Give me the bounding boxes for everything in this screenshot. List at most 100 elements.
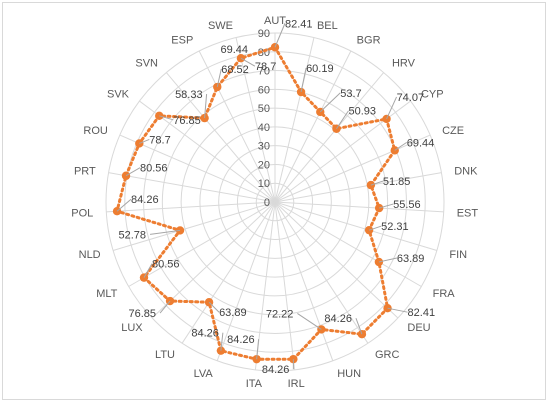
data-label: 52.31 [381, 221, 409, 233]
data-label: 50.93 [348, 106, 376, 118]
category-label: BGR [357, 34, 381, 46]
grid-ring [124, 51, 426, 353]
data-label: 84.26 [324, 313, 352, 325]
grid-ring [105, 32, 445, 372]
spoke-line [198, 50, 276, 203]
leader-line [394, 141, 408, 151]
data-label: 58.33 [175, 89, 203, 101]
spoke-line [274, 201, 444, 213]
data-label: 63.89 [397, 253, 425, 265]
leader-line [386, 96, 398, 120]
leader-line [300, 67, 307, 93]
category-label: EST [457, 208, 479, 220]
spoke-line [274, 172, 442, 203]
data-label: 55.56 [393, 199, 421, 211]
category-label: LVA [194, 368, 214, 380]
radial-tick-label: 0 [264, 197, 270, 209]
spoke-line [274, 201, 369, 344]
category-label: LUX [121, 322, 143, 334]
spoke-line [274, 201, 438, 251]
data-label: 84.26 [227, 334, 255, 346]
spoke-line [274, 50, 352, 203]
category-label: SVN [135, 58, 158, 70]
leader-line [387, 307, 408, 313]
leader-line [204, 94, 208, 119]
spoke-line [128, 201, 276, 287]
leader-line [208, 301, 220, 313]
data-label: 68.52 [221, 64, 249, 76]
leader-line [355, 318, 363, 335]
category-label: FRA [433, 288, 456, 300]
data-label: 69.44 [220, 44, 248, 56]
radial-tick-label: 90 [258, 28, 270, 40]
category-label: DEU [407, 322, 430, 334]
spoke-line [274, 201, 422, 287]
leader-line [143, 263, 153, 278]
grid-ring [255, 182, 295, 222]
radial-tick-label: 50 [258, 103, 270, 115]
data-label: 76.85 [173, 115, 201, 127]
spoke-line [274, 201, 296, 370]
leader-line [378, 257, 398, 263]
leader-line [297, 313, 322, 330]
leader-line [159, 115, 174, 121]
grid-ring [218, 145, 332, 259]
category-label: SVK [107, 88, 130, 100]
leader-line [216, 68, 222, 88]
category-label: MLT [96, 288, 117, 300]
category-label: LTU [155, 349, 175, 361]
data-label: 84.26 [191, 328, 219, 340]
radial-tick-label: 30 [258, 141, 270, 153]
leader-line [368, 225, 382, 231]
spoke-line [216, 201, 276, 361]
category-label: IRL [288, 378, 305, 390]
category-label: HUN [337, 368, 361, 380]
category-label: GRC [375, 349, 400, 361]
data-label: 78.7 [255, 61, 276, 73]
data-label: 76.85 [129, 308, 157, 320]
data-label: 84.26 [262, 364, 290, 376]
data-label: 82.41 [285, 18, 313, 30]
leader-line [240, 57, 256, 67]
grid-ring [143, 70, 407, 334]
leader-line [256, 339, 260, 360]
category-label: AUT [264, 15, 286, 27]
data-label: 72.22 [266, 308, 294, 320]
radial-tick-label: 40 [258, 122, 270, 134]
radial-tick-label: 20 [258, 159, 270, 171]
category-label: CYP [421, 88, 444, 100]
series-line [115, 45, 397, 361]
grid-ring [199, 126, 351, 278]
category-label: PRT [74, 165, 96, 177]
leader-line [319, 92, 341, 113]
category-label: ESP [171, 34, 193, 46]
grid-ring [180, 107, 370, 297]
data-label: 84.26 [131, 194, 159, 206]
leader-line [370, 180, 384, 186]
category-label: NLD [79, 249, 101, 261]
leader-line [274, 23, 286, 48]
category-label: ITA [246, 378, 263, 390]
spoke-line [235, 37, 276, 203]
leader-line [125, 167, 141, 177]
spoke-line [274, 37, 315, 203]
category-label: POL [71, 208, 93, 220]
data-label: 52.78 [119, 229, 147, 241]
radial-tick-label: 10 [258, 178, 270, 190]
spoke-line [108, 172, 276, 203]
leader-line [116, 198, 132, 212]
data-label: 80.56 [140, 163, 168, 175]
data-point [382, 114, 391, 124]
radial-tick-label: 60 [258, 84, 270, 96]
category-label: HRV [392, 58, 416, 70]
spoke-line [112, 201, 276, 251]
category-label: ROU [83, 125, 108, 137]
leader-line [139, 139, 150, 144]
leader-line [336, 110, 349, 130]
spoke-line [274, 134, 431, 203]
category-label: CZE [442, 125, 464, 137]
data-point [289, 354, 298, 364]
leader-line [379, 203, 394, 209]
data-point [390, 146, 399, 155]
grid-ring [161, 88, 389, 316]
